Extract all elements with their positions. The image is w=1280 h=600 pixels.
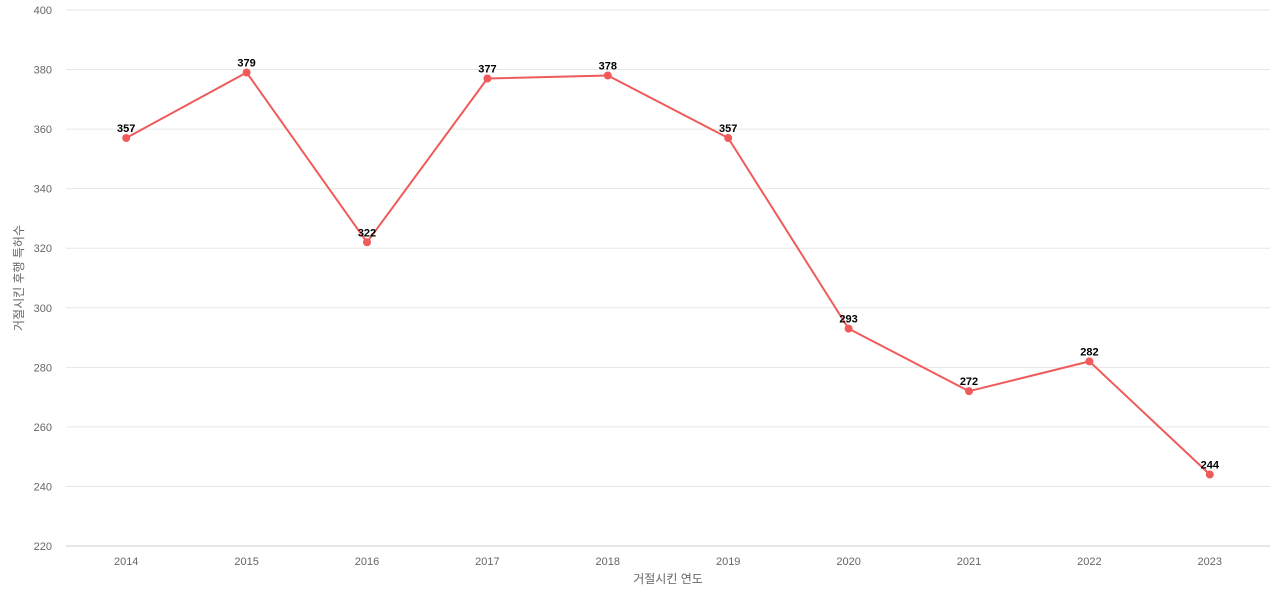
x-tick-label: 2017 [475, 556, 499, 568]
x-tick-label: 2019 [716, 556, 740, 568]
series-line [125, 71, 1211, 476]
data-label: 377 [478, 63, 496, 75]
x-axis-ticks: 2014 2015 2016 2017 2018 2019 2020 2021 2022 2023 [114, 556, 1222, 568]
data-point[interactable] [1205, 470, 1214, 479]
x-tick-label: 2023 [1198, 556, 1222, 568]
data-point[interactable] [242, 68, 251, 77]
y-tick-label: 220 [34, 541, 52, 553]
y-tick-label: 300 [34, 303, 52, 315]
x-tick-label: 2022 [1077, 556, 1101, 568]
data-point[interactable] [724, 134, 733, 143]
data-labels: 357 379 322 377 378 357 293 272 282 244 [117, 58, 1220, 472]
grid-lines [66, 9, 1270, 547]
y-tick-label: 360 [34, 124, 52, 136]
x-tick-label: 2020 [836, 556, 860, 568]
data-label: 282 [1080, 346, 1098, 358]
data-point[interactable] [603, 71, 612, 80]
x-tick-label: 2016 [355, 556, 379, 568]
series-layer [122, 68, 1214, 479]
data-point[interactable] [363, 238, 371, 247]
x-tick-label: 2015 [234, 556, 258, 568]
data-point[interactable] [965, 387, 973, 396]
y-tick-label: 380 [34, 65, 52, 77]
data-point[interactable] [1085, 357, 1094, 366]
data-label: 272 [960, 376, 978, 388]
data-label: 357 [719, 123, 737, 135]
y-axis-title: 거절시킨 후행 특허수 [11, 225, 26, 331]
y-axis-ticks: 220 240 260 280 300 320 340 360 380 400 [34, 5, 52, 553]
data-label: 293 [839, 314, 857, 326]
data-point[interactable] [483, 74, 492, 83]
data-point[interactable] [122, 134, 131, 143]
y-tick-label: 400 [34, 5, 52, 17]
x-tick-label: 2021 [957, 556, 981, 568]
data-label: 379 [237, 58, 255, 70]
x-axis-title: 거절시킨 연도 [633, 572, 703, 586]
data-label: 322 [358, 227, 376, 239]
y-tick-label: 260 [34, 422, 52, 434]
x-tick-label: 2018 [596, 556, 620, 568]
x-tick-label: 2014 [114, 556, 138, 568]
data-label: 378 [599, 61, 617, 73]
data-label: 244 [1201, 460, 1220, 472]
y-tick-label: 280 [34, 362, 52, 374]
y-tick-label: 240 [34, 481, 52, 493]
y-tick-label: 320 [34, 243, 52, 255]
data-point[interactable] [844, 324, 853, 333]
y-tick-label: 340 [34, 184, 52, 196]
data-label: 357 [117, 123, 135, 135]
